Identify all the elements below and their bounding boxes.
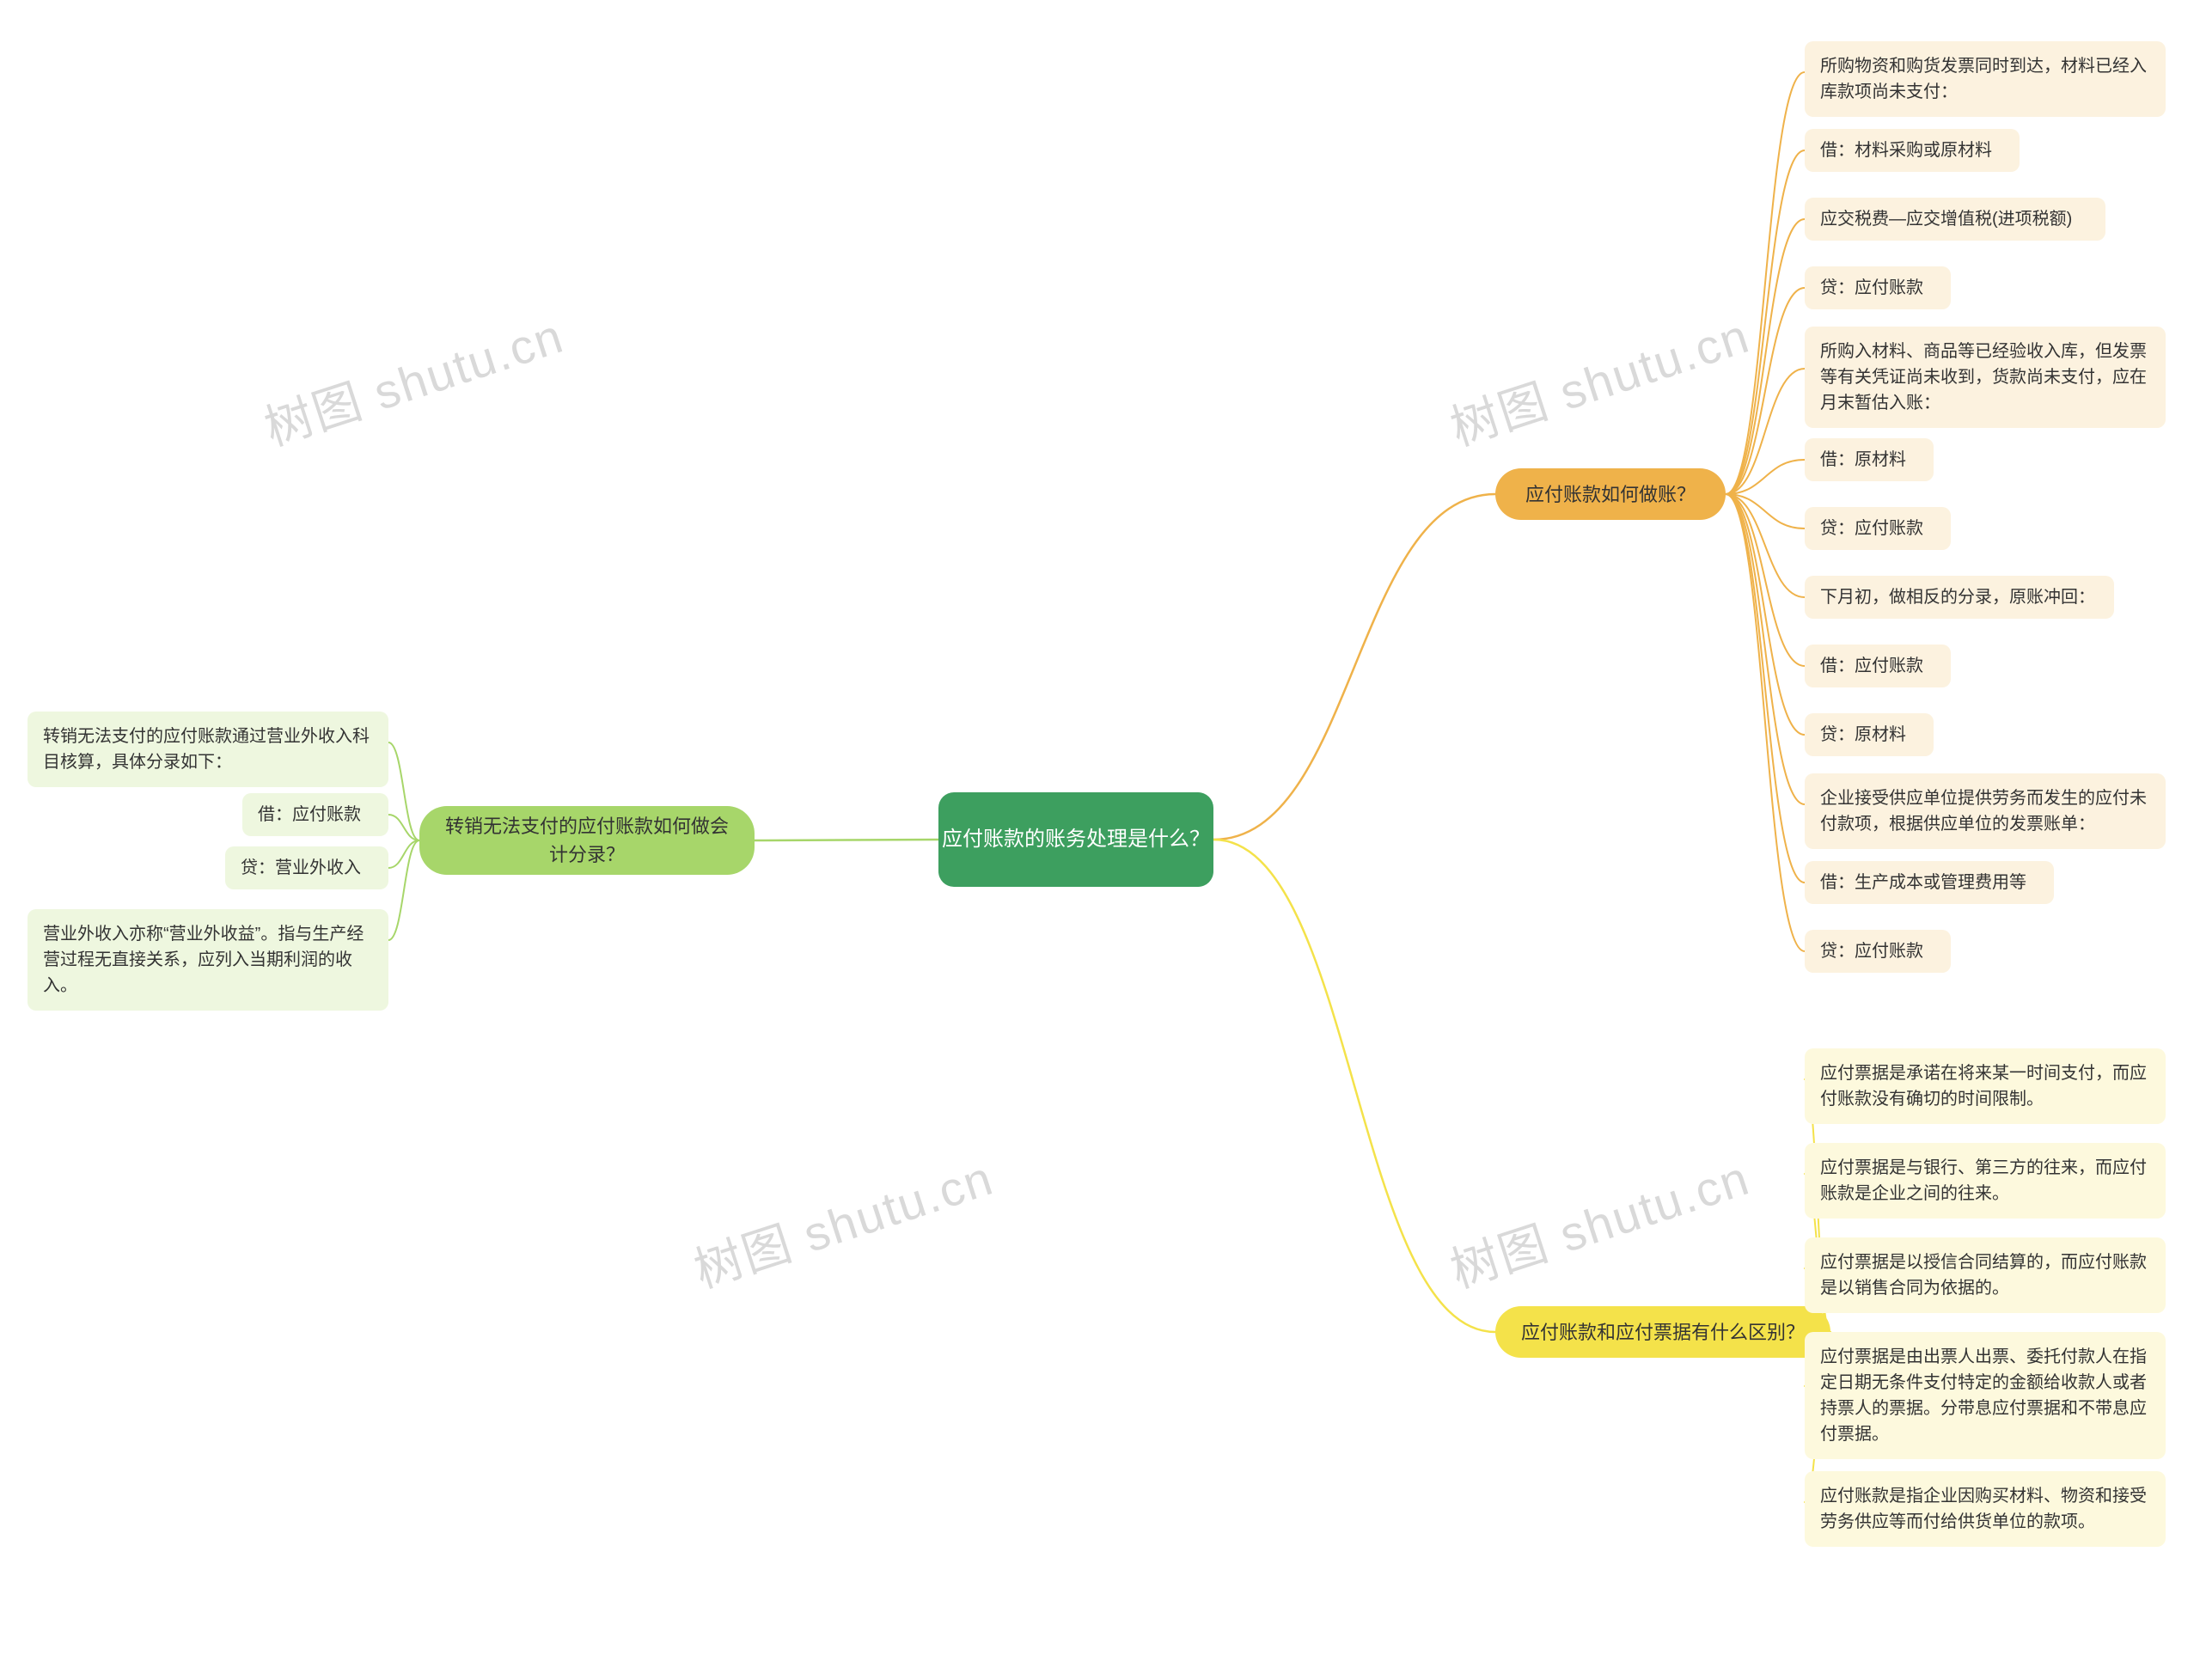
right-bottom-leaf-2: 应付票据是以授信合同结算的，而应付账款是以销售合同为依据的。 <box>1805 1237 2166 1313</box>
branch-left: 转销无法支付的应付账款如何做会计分录？ <box>419 806 755 875</box>
right-top-leaf-10: 企业接受供应单位提供劳务而发生的应付未付款项，根据供应单位的发票账单： <box>1805 773 2166 849</box>
right-top-leaf-0: 所购物资和购货发票同时到达，材料已经入库款项尚未支付： <box>1805 41 2166 117</box>
right-top-leaf-7: 下月初，做相反的分录，原账冲回： <box>1805 576 2114 619</box>
right-top-leaf-8: 借：应付账款 <box>1805 645 1951 687</box>
left-leaf-0: 转销无法支付的应付账款通过营业外收入科目核算，具体分录如下： <box>28 712 388 787</box>
right-top-leaf-9: 贷：原材料 <box>1805 713 1934 756</box>
watermark-2: 树图 shutu.cn <box>684 1139 1001 1302</box>
right-top-leaf-4: 所购入材料、商品等已经验收入库，但发票等有关凭证尚未收到，货款尚未支付，应在月末… <box>1805 327 2166 428</box>
right-top-leaf-12: 贷：应付账款 <box>1805 930 1951 973</box>
right-top-leaf-6: 贷：应付账款 <box>1805 507 1951 550</box>
watermark-3: 树图 shutu.cn <box>1440 1139 1757 1302</box>
right-top-leaf-11: 借：生产成本或管理费用等 <box>1805 861 2054 904</box>
right-bottom-leaf-0: 应付票据是承诺在将来某一时间支付，而应付账款没有确切的时间限制。 <box>1805 1048 2166 1124</box>
left-leaf-3: 营业外收入亦称“营业外收益”。指与生产经营过程无直接关系，应列入当期利润的收入。 <box>28 909 388 1011</box>
right-bottom-leaf-4: 应付账款是指企业因购买材料、物资和接受劳务供应等而付给供货单位的款项。 <box>1805 1471 2166 1547</box>
left-leaf-2: 贷：营业外收入 <box>225 846 388 889</box>
right-bottom-leaf-3: 应付票据是由出票人出票、委托付款人在指定日期无条件支付特定的金额给收款人或者持票… <box>1805 1332 2166 1459</box>
branch-right-top: 应付账款如何做账？ <box>1495 468 1726 520</box>
watermark-1: 树图 shutu.cn <box>1440 297 1757 460</box>
right-bottom-leaf-1: 应付票据是与银行、第三方的往来，而应付账款是企业之间的往来。 <box>1805 1143 2166 1219</box>
right-top-leaf-3: 贷：应付账款 <box>1805 266 1951 309</box>
branch-right-bottom: 应付账款和应付票据有什么区别？ <box>1495 1306 1830 1358</box>
root-node: 应付账款的账务处理是什么？ <box>938 792 1213 887</box>
right-top-leaf-1: 借：材料采购或原材料 <box>1805 129 2020 172</box>
right-top-leaf-2: 应交税费—应交增值税(进项税额) <box>1805 198 2105 241</box>
watermark-0: 树图 shutu.cn <box>254 297 571 460</box>
right-top-leaf-5: 借：原材料 <box>1805 438 1934 481</box>
left-leaf-1: 借：应付账款 <box>242 793 388 836</box>
